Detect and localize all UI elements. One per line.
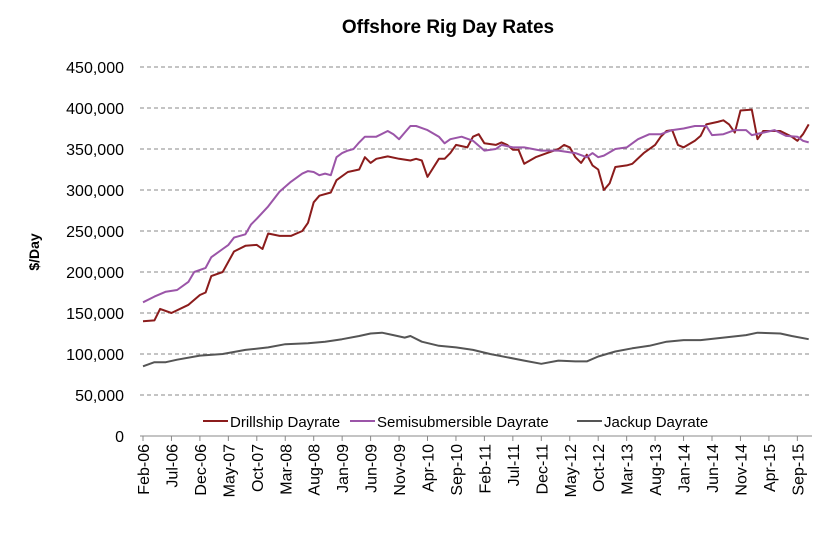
y-tick-label: 50,000 <box>75 388 124 405</box>
x-tick-label: Mar-08 <box>278 444 295 495</box>
x-tick-label: Nov-09 <box>392 444 409 496</box>
x-tick-label: Mar-13 <box>620 444 637 495</box>
x-tick-label: Dec-06 <box>193 444 210 496</box>
x-tick-label: Sep-15 <box>790 444 807 496</box>
x-tick-label: Jan-09 <box>335 444 352 493</box>
y-tick-label: 400,000 <box>66 101 124 118</box>
series-line-semisubmersible-dayrate <box>142 125 809 304</box>
x-tick-label: Jul-06 <box>164 444 181 488</box>
y-tick-label: 450,000 <box>66 60 124 77</box>
x-tick-label: Apr-15 <box>762 444 779 492</box>
y-tick-label: 300,000 <box>66 183 124 200</box>
y-tick-label: 350,000 <box>66 142 124 159</box>
x-tick-label: Aug-13 <box>648 444 665 496</box>
y-tick-label: 0 <box>115 429 124 446</box>
legend-label: Drillship Dayrate <box>230 414 340 431</box>
series-lines <box>142 108 810 368</box>
x-tick-label: Apr-10 <box>421 444 438 492</box>
x-tick-label: Jan-14 <box>677 444 694 493</box>
series-line-drillship-dayrate <box>142 108 810 323</box>
x-tick-label: Aug-08 <box>307 444 324 496</box>
x-tick-label: Oct-12 <box>591 444 608 492</box>
legend-item: Semisubmersible Dayrate <box>350 414 549 431</box>
x-tick-label: Jun-14 <box>705 444 722 493</box>
x-tick-label: Nov-14 <box>733 444 750 496</box>
y-tick-label: 150,000 <box>66 306 124 323</box>
y-tick-label: 100,000 <box>66 347 124 364</box>
y-axis-ticks: 0 50,000 100,000 150,000 200,000 250,000 300,0… <box>66 60 124 446</box>
legend-label: Jackup Dayrate <box>604 414 708 431</box>
x-tick-label: May-07 <box>221 444 238 497</box>
x-tick-label: Feb-11 <box>477 444 494 494</box>
x-tick-label: Jun-09 <box>364 444 381 493</box>
legend-item: Drillship Dayrate <box>203 414 340 431</box>
x-tick-label: Sep-10 <box>449 444 466 496</box>
chart-title: Offshore Rig Day Rates <box>342 17 554 38</box>
y-tick-label: 250,000 <box>66 224 124 241</box>
x-tick-label: May-12 <box>563 444 580 497</box>
x-tick-label: Feb-06 <box>136 444 153 495</box>
legend: Drillship Dayrate Semisubmersible Dayrate… <box>203 414 708 431</box>
x-axis-ticks: Feb-06 Jul-06 Dec-06 May-07 Oct-07 Mar-08 Aug-… <box>136 436 807 497</box>
gridlines <box>140 66 812 437</box>
legend-item: Jackup Dayrate <box>577 414 708 431</box>
y-tick-label: 200,000 <box>66 265 124 282</box>
legend-label: Semisubmersible Dayrate <box>377 414 549 431</box>
series-line-jackup-dayrate <box>142 331 809 368</box>
x-tick-label: Oct-07 <box>250 444 267 492</box>
x-tick-label: Jul-11 <box>506 444 523 486</box>
x-tick-label: Dec-11 <box>534 444 551 494</box>
y-axis-label: $/Day <box>26 233 42 271</box>
